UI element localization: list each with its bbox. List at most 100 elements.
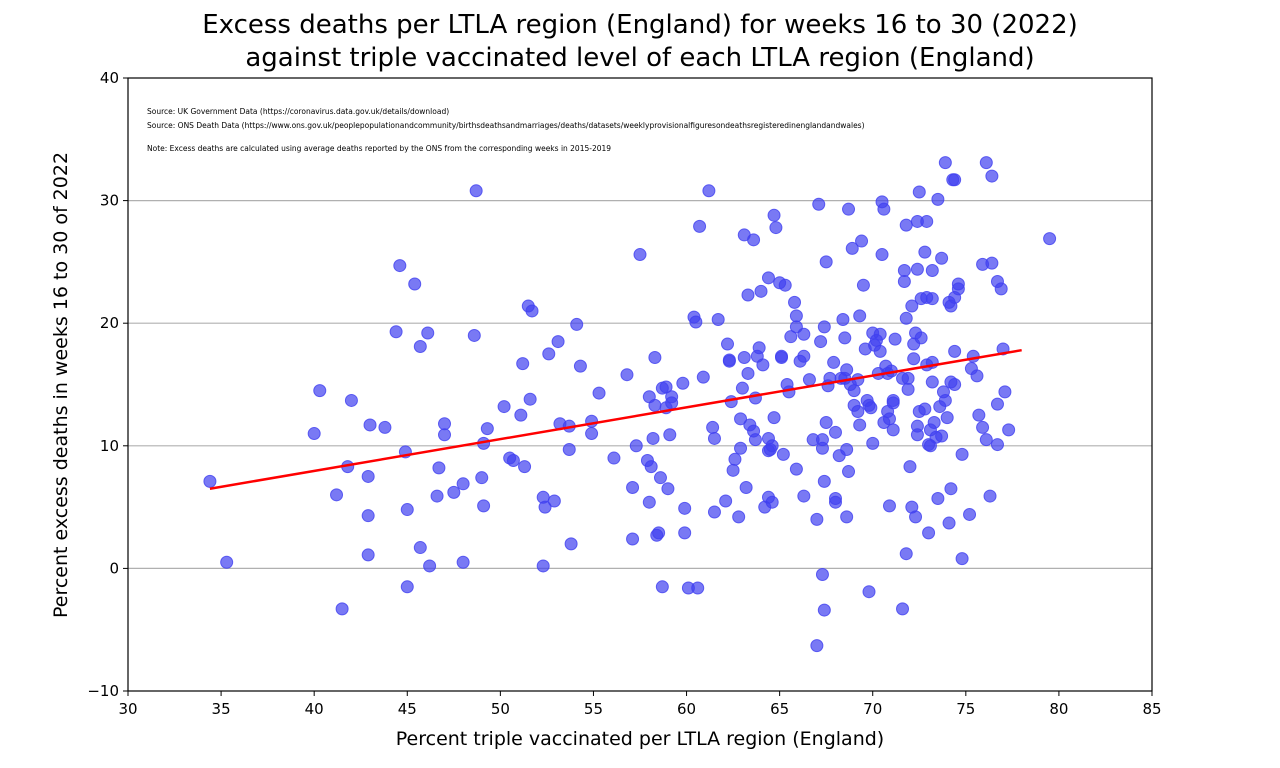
data-point [970,369,984,383]
data-point [620,368,634,382]
data-point [882,412,896,426]
data-point [918,402,932,416]
data-point [827,355,841,369]
data-point [819,416,833,430]
data-point [456,477,470,491]
data-point [853,309,867,323]
data-point [1043,232,1057,246]
data-point [752,341,766,355]
data-point [927,416,941,430]
data-point [702,184,716,198]
data-point [413,541,427,555]
annotation-source-ons: Source: ONS Death Data (https://www.ons.… [147,121,865,130]
data-point [842,202,856,216]
data-point [676,376,690,390]
x-tick-label: 30 [118,700,137,718]
data-point [875,248,889,262]
data-point [728,452,742,466]
data-point [754,284,768,298]
data-point [856,278,870,292]
data-point [475,471,489,485]
data-point [925,375,939,389]
data-point [203,474,217,488]
y-tick-label: 10 [100,437,119,455]
data-point [882,499,896,513]
data-point [551,335,565,349]
data-point [767,208,781,222]
x-tick-label: 40 [305,700,324,718]
data-point [817,603,831,617]
chart-title-line-1: Excess deaths per LTLA region (England) … [202,10,1078,40]
data-point [925,292,939,306]
data-point [693,219,707,233]
data-point [789,309,803,323]
data-point [659,380,673,394]
data-point [678,501,692,515]
x-tick-label: 75 [956,700,975,718]
data-point [972,408,986,422]
data-point [335,602,349,616]
x-tick-label: 45 [398,700,417,718]
data-point [948,378,962,391]
data-point [979,433,993,447]
data-point [819,255,833,269]
data-point [542,347,556,361]
data-point [363,418,377,432]
data-point [361,469,375,483]
data-point [784,330,798,344]
data-point [935,251,949,265]
data-point [748,433,762,447]
data-point [896,602,910,616]
data-point [735,381,749,395]
data-point [389,325,403,339]
x-tick-label: 65 [770,700,789,718]
data-point [920,214,934,228]
data-point [678,526,692,540]
x-tick-label: 60 [677,700,696,718]
data-point [944,482,958,496]
data-point [905,299,919,313]
data-point [480,422,494,436]
data-point [726,463,740,477]
data-point [585,427,599,441]
data-point [642,495,656,509]
data-point [721,337,735,351]
data-point [855,234,869,248]
data-point [914,331,928,345]
data-point [423,559,437,573]
data-point [330,488,344,502]
data-point [814,335,828,349]
data-point [706,420,720,434]
chart-title: Excess deaths per LTLA region (England) … [202,10,1078,73]
data-point [438,428,452,442]
data-point [983,489,997,503]
data-point [802,373,816,387]
data-point [477,499,491,513]
annotations: Source: UK Government Data (https://coro… [147,107,865,153]
data-point [421,326,435,340]
data-point [899,218,913,232]
data-point [361,548,375,562]
data-point [925,263,939,277]
data-point [931,492,945,506]
trendline [209,348,1022,490]
x-tick-label: 50 [491,700,510,718]
data-point [985,169,999,183]
data-point [592,386,606,400]
y-tick-label: 20 [100,314,119,332]
data-point [853,418,867,432]
data-point [734,412,748,426]
data-point [497,400,511,414]
data-point [665,396,679,410]
data-point [776,447,790,461]
annotation-source-gov: Source: UK Government Data (https://coro… [147,107,449,116]
data-point [761,271,775,285]
data-point [810,639,824,653]
data-point [909,510,923,524]
data-point [737,351,751,365]
data-point [963,507,977,521]
data-point [955,447,969,461]
data-point [815,441,829,455]
data-point [663,428,677,442]
data-point [747,233,761,247]
